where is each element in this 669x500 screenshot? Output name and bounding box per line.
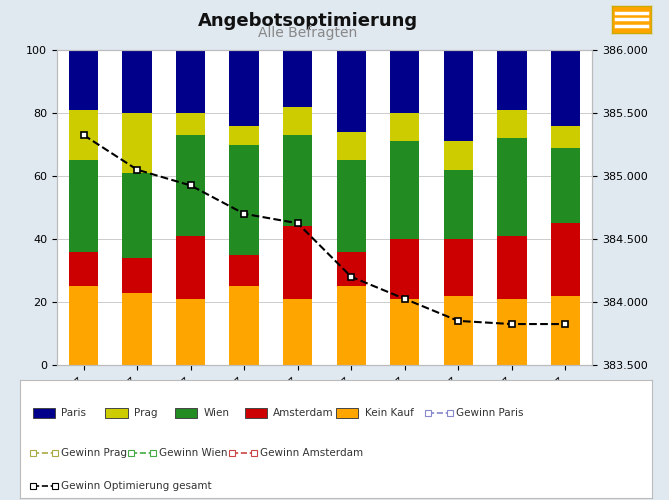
- Bar: [283, 226, 312, 299]
- FancyBboxPatch shape: [336, 408, 359, 418]
- Bar: [176, 50, 205, 113]
- Text: Gewinn Wien: Gewinn Wien: [159, 448, 227, 458]
- Text: Paris: Paris: [61, 408, 86, 418]
- Bar: [283, 106, 312, 135]
- Bar: [122, 50, 152, 113]
- Bar: [337, 286, 366, 365]
- Bar: [122, 258, 152, 292]
- Text: Gewinn Optimierung gesamt: Gewinn Optimierung gesamt: [61, 481, 212, 491]
- FancyBboxPatch shape: [33, 408, 55, 418]
- Bar: [229, 144, 259, 255]
- Bar: [444, 50, 473, 142]
- Bar: [390, 239, 419, 299]
- Bar: [122, 113, 152, 173]
- Bar: [497, 138, 527, 236]
- Bar: [390, 50, 419, 113]
- Bar: [283, 50, 312, 106]
- Bar: [497, 236, 527, 299]
- Bar: [176, 113, 205, 135]
- Bar: [337, 132, 366, 160]
- Bar: [229, 255, 259, 286]
- Bar: [551, 50, 580, 126]
- Bar: [390, 142, 419, 239]
- Bar: [337, 252, 366, 286]
- Bar: [229, 286, 259, 365]
- Bar: [229, 126, 259, 144]
- Bar: [283, 299, 312, 365]
- Bar: [122, 292, 152, 365]
- Text: Gewinn Prag: Gewinn Prag: [61, 448, 127, 458]
- Text: Angebotsoptimierung: Angebotsoptimierung: [197, 12, 418, 30]
- Bar: [337, 160, 366, 252]
- Bar: [444, 170, 473, 239]
- Bar: [69, 160, 98, 252]
- Bar: [444, 296, 473, 365]
- Bar: [69, 110, 98, 160]
- Bar: [122, 173, 152, 258]
- Bar: [283, 135, 312, 226]
- Bar: [497, 110, 527, 138]
- Bar: [69, 286, 98, 365]
- Text: Gewinn Paris: Gewinn Paris: [456, 408, 524, 418]
- Text: Prag: Prag: [134, 408, 157, 418]
- Bar: [444, 239, 473, 296]
- Text: Amsterdam: Amsterdam: [273, 408, 334, 418]
- Bar: [176, 135, 205, 236]
- FancyBboxPatch shape: [244, 408, 267, 418]
- Bar: [176, 236, 205, 299]
- Bar: [551, 148, 580, 223]
- Bar: [551, 126, 580, 148]
- Bar: [229, 50, 259, 126]
- FancyBboxPatch shape: [175, 408, 197, 418]
- Text: Wien: Wien: [203, 408, 229, 418]
- Bar: [497, 50, 527, 110]
- Bar: [69, 50, 98, 110]
- Text: Alle Befragten: Alle Befragten: [258, 26, 357, 40]
- Bar: [497, 299, 527, 365]
- Text: Kein Kauf: Kein Kauf: [365, 408, 413, 418]
- Bar: [390, 299, 419, 365]
- Bar: [69, 252, 98, 286]
- Bar: [337, 50, 366, 132]
- Text: Gewinn Amsterdam: Gewinn Amsterdam: [260, 448, 363, 458]
- Bar: [176, 299, 205, 365]
- Bar: [444, 142, 473, 170]
- Bar: [551, 296, 580, 365]
- FancyBboxPatch shape: [106, 408, 128, 418]
- Bar: [551, 223, 580, 296]
- Bar: [390, 113, 419, 141]
